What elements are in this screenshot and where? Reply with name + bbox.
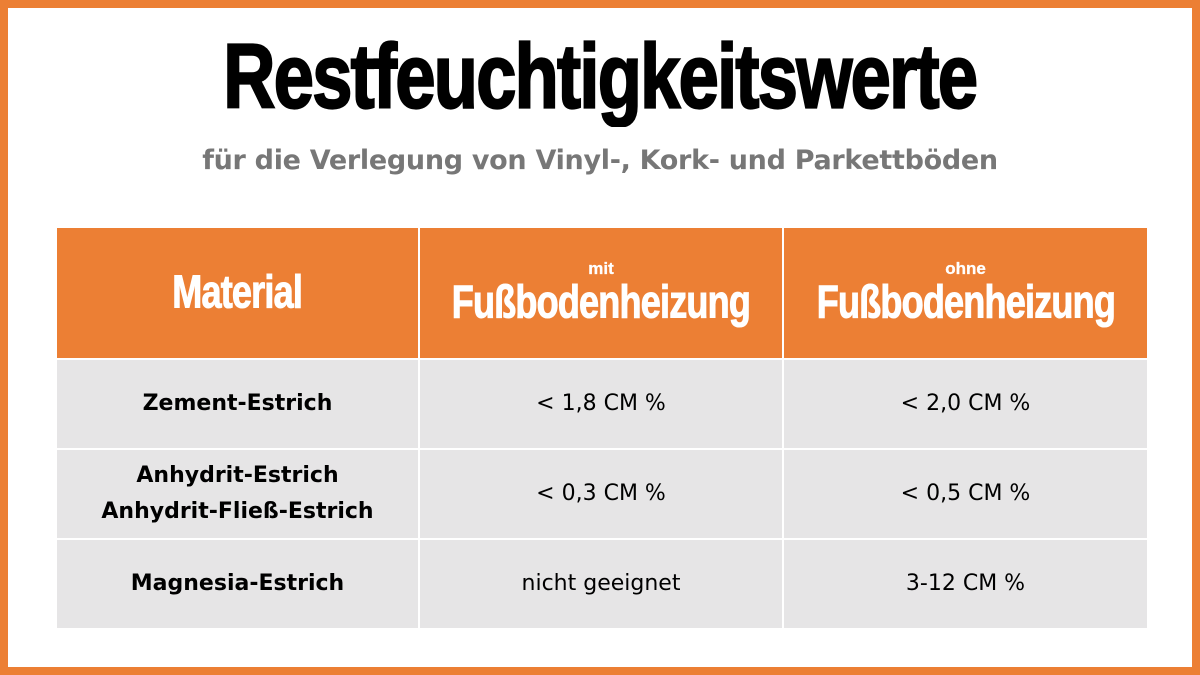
value-with-heating: nicht geeignet (420, 540, 782, 628)
material-name: Anhydrit-Fließ-Estrich (101, 499, 374, 524)
moisture-table: Material mit Fußbodenheizung ohne Fußbod… (57, 228, 1147, 628)
header-qualifier: ohne (945, 259, 986, 278)
header-without-floor-heating: ohne Fußbodenheizung (784, 228, 1147, 358)
header-with-floor-heating: mit Fußbodenheizung (420, 228, 782, 358)
material-name: Zement-Estrich (142, 391, 333, 416)
value-without-heating: < 2,0 CM % (784, 360, 1147, 448)
value-with-heating: < 0,3 CM % (420, 450, 782, 538)
page-title: Restfeuchtigkeitswerte (0, 24, 1200, 128)
subtitle: für die Verlegung von Vinyl-, Kork- und … (202, 145, 998, 176)
header-label: Material (172, 266, 303, 319)
value-with-heating: < 1,8 CM % (420, 360, 782, 448)
material-cell: Anhydrit-Estrich Anhydrit-Fließ-Estrich (57, 450, 418, 538)
material-name: Anhydrit-Estrich (136, 463, 339, 488)
material-cell: Magnesia-Estrich (57, 540, 418, 628)
value-without-heating: < 0,5 CM % (784, 450, 1147, 538)
material-cell: Zement-Estrich (57, 360, 418, 448)
material-name: Magnesia-Estrich (130, 571, 345, 596)
value-without-heating: 3-12 CM % (784, 540, 1147, 628)
header-qualifier: mit (588, 259, 614, 278)
header-material: Material (57, 228, 418, 358)
header-label: Fußbodenheizung (816, 276, 1116, 329)
header-label: Fußbodenheizung (451, 276, 751, 329)
title-text: Restfeuchtigkeitswerte (223, 24, 979, 128)
